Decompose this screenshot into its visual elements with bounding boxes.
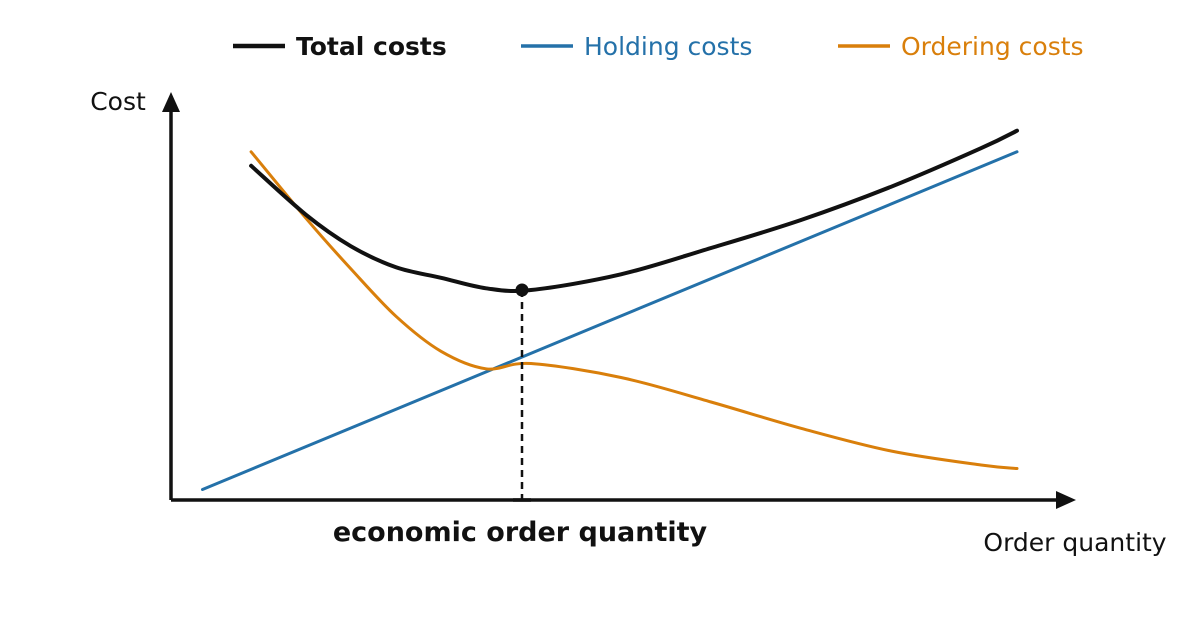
legend-label-ordering-costs: Ordering costs — [901, 32, 1084, 61]
legend-label-total-costs: Total costs — [296, 32, 447, 61]
legend-label-holding-costs: Holding costs — [584, 32, 752, 61]
plot-area — [162, 92, 1076, 509]
y-axis-label: Cost — [90, 87, 146, 116]
legend: Total costs Holding costs Ordering costs — [233, 32, 1084, 61]
x-axis-label: Order quantity — [983, 528, 1166, 557]
eoq-annotation: economic order quantity — [333, 517, 708, 548]
series-line-total-costs — [249, 128, 1019, 294]
series-line-holding-costs — [201, 150, 1019, 491]
x-axis-arrow-icon — [1056, 491, 1076, 509]
y-axis-arrow-icon — [162, 92, 180, 112]
eoq-optimum-point — [515, 283, 529, 297]
series-line-ordering-costs — [249, 150, 1019, 470]
